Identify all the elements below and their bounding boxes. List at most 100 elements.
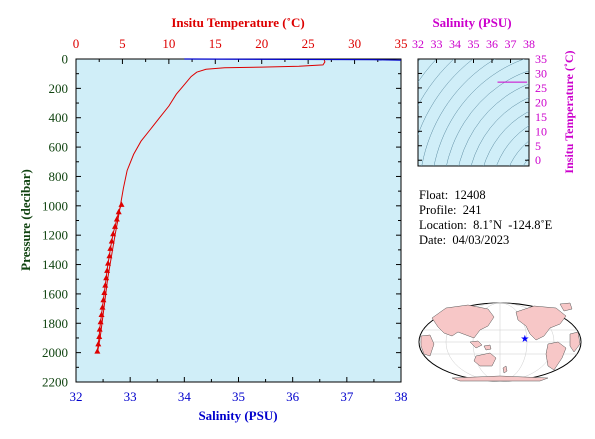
pressure-axis-ticks: 0 200 400 600 800 1000 1200 1400 1600 1800 2000 220… (42, 52, 401, 390)
float-info-panel: Float: 12408 Profile: 241 Location: 8.1˚… (419, 188, 552, 248)
float-value: 12408 (454, 188, 486, 202)
profile-plot: 0 5 10 15 20 25 30 35 32 33 34 35 36 37 38 0 200 400 600… (18, 15, 408, 423)
pressure-tick-label: 400 (49, 110, 69, 125)
isopycnal-line (418, 59, 474, 136)
profile-label: Profile: (419, 203, 457, 217)
pressure-tick-label: 1400 (42, 257, 68, 272)
float-label: Float: (419, 188, 449, 202)
temperature-triangle-marker (94, 348, 101, 354)
location-value: 8.1˚N -124.8˚E (473, 218, 553, 232)
temperature-triangle-marker (106, 252, 113, 259)
isopycnal-line (496, 125, 529, 166)
ts-salinity-tick-label: 34 (449, 37, 461, 51)
temperature-tick-label: 0 (73, 36, 80, 51)
pressure-tick-label: 2000 (42, 345, 68, 360)
profile-row: Profile: 241 (419, 203, 552, 218)
ts-salinity-ticks: 32 33 34 35 36 37 38 (412, 37, 535, 63)
salinity-tick-label: 34 (178, 389, 192, 404)
isopycnal-line (433, 59, 525, 166)
profile-value: 241 (462, 203, 482, 217)
temperature-triangle-marker (100, 296, 107, 303)
ts-salinity-tick-label: 37 (505, 37, 517, 51)
temperature-profile-line (96, 58, 326, 353)
ts-temperature-tick-label: 10 (535, 124, 547, 138)
isopycnal-line (509, 140, 529, 166)
temperature-triangle-marker (113, 216, 120, 222)
ts-salinity-title: Salinity (PSU) (432, 15, 511, 30)
temperature-triangle-marker (107, 245, 114, 251)
date-value: 04/03/2023 (452, 233, 510, 247)
ts-isopycnal-lines (418, 59, 569, 196)
isopycnal-line (446, 70, 529, 166)
ts-temperature-tick-label: 0 (535, 153, 541, 167)
pressure-tick-label: 1600 (42, 286, 68, 301)
temperature-triangle-marker (103, 274, 110, 281)
salinity-tick-label: 38 (395, 389, 408, 404)
temperature-tick-label: 35 (395, 36, 408, 51)
ts-salinity-tick-label: 33 (431, 37, 443, 51)
temperature-triangle-marker (97, 318, 104, 325)
temperature-axis-title: Insitu Temperature (˚C) (171, 15, 304, 30)
temperature-triangle-marker (112, 223, 118, 229)
pressure-tick-label: 2200 (42, 375, 68, 390)
salinity-tick-label: 32 (70, 389, 83, 404)
ts-salinity-tick-label: 36 (486, 37, 498, 51)
isopycnal-line (470, 97, 529, 166)
temperature-triangle-marker (101, 289, 108, 295)
salinity-tick-label: 37 (340, 389, 354, 404)
ts-temperature-tick-label: 30 (535, 66, 547, 80)
salinity-axis-ticks: 32 33 34 35 36 37 38 (70, 377, 408, 404)
isopycnal-line (551, 177, 569, 196)
profile-plot-area (75, 58, 402, 383)
pressure-tick-label: 1200 (42, 228, 68, 243)
isopycnal-line (421, 59, 496, 166)
ts-temperature-tick-label: 15 (535, 110, 547, 124)
salinity-profile-line (184, 58, 402, 61)
temperature-triangle-marker (105, 260, 112, 266)
pressure-tick-label: 600 (49, 140, 69, 155)
temperature-triangle-marker (108, 238, 115, 244)
world-map: ★ (418, 302, 582, 382)
temperature-triangle-marker (96, 326, 103, 332)
temperature-tick-label: 5 (119, 36, 126, 51)
ts-temperature-title: Insitu Temperature (˚C) (562, 50, 576, 173)
date-label: Date: (419, 233, 447, 247)
float-location-marker: ★ (520, 334, 529, 345)
profile-series (94, 58, 402, 354)
temperature-tick-label: 30 (348, 36, 361, 51)
pressure-tick-label: 0 (62, 52, 69, 67)
temperature-triangle-marker (98, 311, 105, 317)
temperature-tick-label: 10 (162, 36, 175, 51)
isopycnal-line (483, 111, 529, 166)
temperature-triangle-marker (96, 333, 103, 339)
ts-salinity-tick-label: 32 (412, 37, 424, 51)
isopycnal-line (418, 59, 455, 106)
ts-temperature-tick-label: 25 (535, 81, 547, 95)
pressure-tick-label: 1800 (42, 316, 68, 331)
temperature-triangle-marker (115, 208, 122, 215)
temperature-tick-label: 25 (302, 36, 315, 51)
temperature-triangle-marker (104, 267, 111, 273)
pressure-tick-label: 200 (49, 81, 69, 96)
temperature-triangle-marker (99, 304, 106, 310)
salinity-axis-title: Salinity (PSU) (198, 408, 277, 423)
ts-plot-area (417, 58, 530, 167)
salinity-tick-label: 36 (286, 389, 300, 404)
pressure-tick-label: 800 (49, 169, 69, 184)
ts-temperature-tick-label: 35 (535, 52, 547, 66)
map-land (420, 302, 581, 382)
isopycnal-line (458, 83, 529, 166)
temperature-tick-label: 20 (255, 36, 268, 51)
date-row: Date: 04/03/2023 (419, 233, 552, 248)
temperature-triangle-marker (110, 230, 117, 237)
ts-temperature-tick-label: 5 (535, 139, 541, 153)
ts-temperature-tick-label: 20 (535, 95, 547, 109)
location-label: Location: (419, 218, 467, 232)
pressure-axis-title: Pressure (decibar) (18, 169, 33, 271)
temperature-triangle-marker (95, 340, 102, 347)
pressure-tick-label: 1000 (42, 198, 68, 213)
salinity-tick-label: 33 (124, 389, 137, 404)
